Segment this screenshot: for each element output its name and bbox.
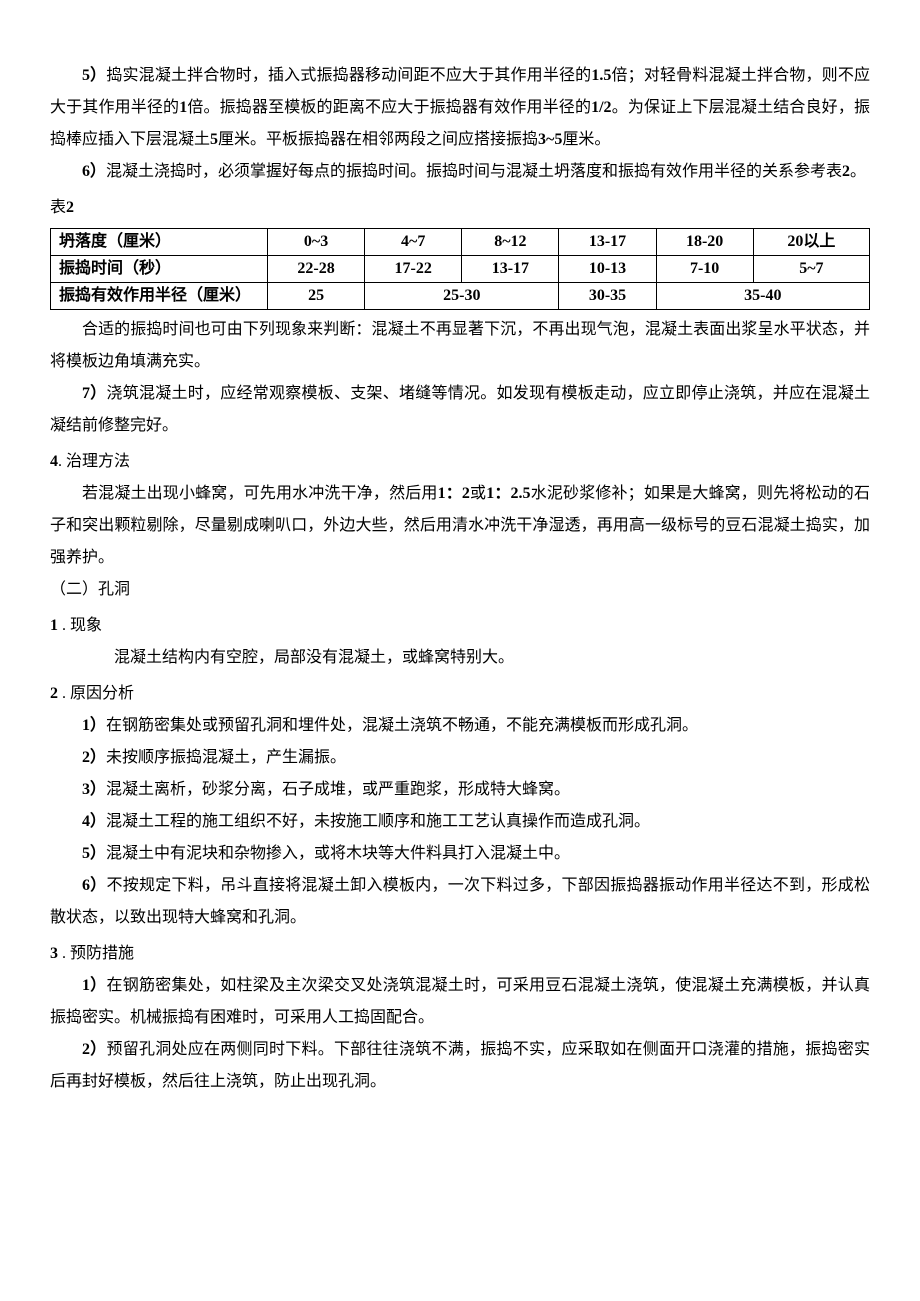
item-number: 1）: [82, 717, 106, 734]
table-row: 振捣时间（秒） 22-28 17-22 13-17 10-13 7-10 5~7: [51, 256, 870, 283]
text: 倍。振捣器至模板的距离不应大于振捣器有效作用半径的: [187, 99, 591, 116]
text: 。: [850, 163, 866, 180]
measure-1: 1）在钢筋密集处，如柱梁及主次梁交叉处浇筑混凝土时，可采用豆石混凝土浇筑，使混凝…: [50, 970, 870, 1034]
section-heading: （二）孔洞: [50, 574, 870, 606]
section-number: 3: [50, 945, 58, 962]
text: 预留孔洞处应在两侧同时下料。下部往往浇筑不满，振捣不实，应采取如在侧面开口浇灌的…: [50, 1041, 870, 1090]
text: 厘米。平板振捣器在相邻两段之间应搭接振捣: [218, 131, 538, 148]
section-number: 1: [50, 617, 58, 634]
item-number: 6）: [82, 877, 107, 894]
text: 捣实混凝土拌合物时，插入式振捣器移动间距不应大于其作用半径的: [106, 67, 591, 84]
table-row: 坍落度（厘米） 0~3 4~7 8~12 13-17 18-20 20以上: [51, 229, 870, 256]
text: 厘米。: [562, 131, 610, 148]
section-heading: 4. 治理方法: [50, 446, 870, 478]
measure-2: 2）预留孔洞处应在两侧同时下料。下部往往浇筑不满，振捣不实，应采取如在侧面开口浇…: [50, 1034, 870, 1098]
table-cell: 坍落度（厘米）: [51, 229, 268, 256]
text: 或: [470, 485, 486, 502]
data-table: 坍落度（厘米） 0~3 4~7 8~12 13-17 18-20 20以上 振捣…: [50, 228, 870, 310]
table-cell: 4~7: [365, 229, 462, 256]
text: 2: [66, 199, 74, 216]
text: 在钢筋密集处，如柱梁及主次梁交叉处浇筑混凝土时，可采用豆石混凝土浇筑，使混凝土充…: [50, 977, 870, 1026]
item-number: 3）: [82, 781, 106, 798]
table-cell: 5~7: [753, 256, 869, 283]
table-cell: 13-17: [559, 229, 656, 256]
reason-1: 1）在钢筋密集处或预留孔洞和埋件处，混凝土浇筑不畅通，不能充满模板而形成孔洞。: [50, 710, 870, 742]
paragraph-7: 7）浇筑混凝土时，应经常观察模板、支架、堵缝等情况。如发现有模板走动，应立即停止…: [50, 378, 870, 442]
table-cell: 0~3: [268, 229, 365, 256]
text: 若混凝土出现小蜂窝，可先用水冲洗干净，然后用: [82, 485, 438, 502]
table-row: 振捣有效作用半径（厘米） 25 25-30 30-35 35-40: [51, 283, 870, 310]
text: 浇筑混凝土时，应经常观察模板、支架、堵缝等情况。如发现有模板走动，应立即停止浇筑…: [50, 385, 870, 434]
table-cell: 振捣有效作用半径（厘米）: [51, 283, 268, 310]
text: 2: [842, 163, 850, 180]
text: 未按顺序振捣混凝土，产生漏振。: [106, 749, 346, 766]
table-cell: 8~12: [462, 229, 559, 256]
item-number: 1）: [82, 977, 107, 994]
item-number: 4）: [82, 813, 106, 830]
table-cell: 10-13: [559, 256, 656, 283]
text: 混凝土中有泥块和杂物掺入，或将木块等大件料具打入混凝土中。: [106, 845, 570, 862]
section-heading: 2 . 原因分析: [50, 678, 870, 710]
item-number: 5）: [82, 845, 106, 862]
paragraph: 若混凝土出现小蜂窝，可先用水冲洗干净，然后用1：2或1：2.5水泥砂浆修补；如果…: [50, 478, 870, 574]
table-cell: 振捣时间（秒）: [51, 256, 268, 283]
table-cell: 30-35: [559, 283, 656, 310]
section-title: . 预防措施: [58, 945, 134, 962]
reason-2: 2）未按顺序振捣混凝土，产生漏振。: [50, 742, 870, 774]
table-cell: 25: [268, 283, 365, 310]
text: 混凝土工程的施工组织不好，未按施工顺序和施工工艺认真操作而造成孔洞。: [106, 813, 650, 830]
paragraph: 混凝土结构内有空腔，局部没有混凝土，或蜂窝特别大。: [50, 642, 870, 674]
item-number: 5）: [82, 67, 106, 84]
section-number: 2: [50, 685, 58, 702]
section-heading: 1 . 现象: [50, 610, 870, 642]
table-caption: 表2: [50, 192, 870, 224]
section-title: . 现象: [58, 617, 102, 634]
text: 1：2: [438, 485, 470, 502]
section-title: . 原因分析: [58, 685, 134, 702]
text: 表: [50, 199, 66, 216]
text: 1：2.5: [486, 485, 530, 502]
section-number: 4: [50, 453, 58, 470]
text: 混凝土浇捣时，必须掌握好每点的振捣时间。振捣时间与混凝土坍落度和振捣有效作用半径…: [106, 163, 842, 180]
item-number: 7）: [82, 385, 107, 402]
section-heading: 3 . 预防措施: [50, 938, 870, 970]
text: 不按规定下料，吊斗直接将混凝土卸入模板内，一次下料过多，下部因振捣器振动作用半径…: [50, 877, 870, 926]
table-cell: 20以上: [753, 229, 869, 256]
text: 1: [179, 99, 187, 116]
paragraph-5: 5）捣实混凝土拌合物时，插入式振捣器移动间距不应大于其作用半径的1.5倍；对轻骨…: [50, 60, 870, 156]
item-number: 2）: [82, 1041, 107, 1058]
reason-6: 6）不按规定下料，吊斗直接将混凝土卸入模板内，一次下料过多，下部因振捣器振动作用…: [50, 870, 870, 934]
table-cell: 7-10: [656, 256, 753, 283]
section-title: . 治理方法: [58, 453, 130, 470]
text: 3~5: [538, 131, 562, 148]
reason-5: 5）混凝土中有泥块和杂物掺入，或将木块等大件料具打入混凝土中。: [50, 838, 870, 870]
text: 1.5: [591, 67, 611, 84]
table-cell: 13-17: [462, 256, 559, 283]
item-number: 2）: [82, 749, 106, 766]
reason-4: 4）混凝土工程的施工组织不好，未按施工顺序和施工工艺认真操作而造成孔洞。: [50, 806, 870, 838]
table-cell: 17-22: [365, 256, 462, 283]
item-number: 6）: [82, 163, 106, 180]
text: 混凝土离析，砂浆分离，石子成堆，或严重跑浆，形成特大蜂窝。: [106, 781, 570, 798]
text: 1/2: [591, 99, 611, 116]
reason-3: 3）混凝土离析，砂浆分离，石子成堆，或严重跑浆，形成特大蜂窝。: [50, 774, 870, 806]
paragraph-6: 6）混凝土浇捣时，必须掌握好每点的振捣时间。振捣时间与混凝土坍落度和振捣有效作用…: [50, 156, 870, 188]
text: 在钢筋密集处或预留孔洞和埋件处，混凝土浇筑不畅通，不能充满模板而形成孔洞。: [106, 717, 698, 734]
text: 5: [210, 131, 218, 148]
table-cell: 18-20: [656, 229, 753, 256]
table-cell: 22-28: [268, 256, 365, 283]
paragraph: 合适的振捣时间也可由下列现象来判断：混凝土不再显著下沉，不再出现气泡，混凝土表面…: [50, 314, 870, 378]
table-cell: 35-40: [656, 283, 869, 310]
table-cell: 25-30: [365, 283, 559, 310]
